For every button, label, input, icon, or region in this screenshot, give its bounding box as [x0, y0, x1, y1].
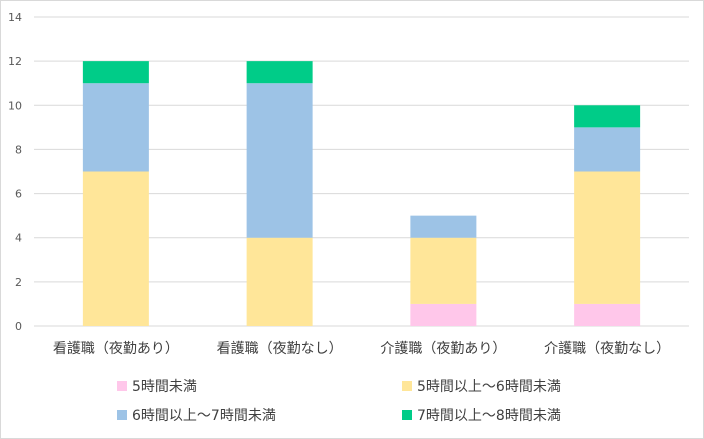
bar-0-series-2	[82, 83, 149, 172]
x-category-label-0: 看護職（夜勤あり）	[53, 341, 179, 357]
x-category-label-2: 介護職（夜勤あり）	[380, 341, 506, 357]
y-tick-label-2: 2	[15, 276, 22, 289]
legend-label-3: 7時間以上～8時間未満	[417, 408, 561, 424]
legend-swatch-3	[402, 410, 412, 420]
x-category-label-1: 看護職（夜勤なし）	[217, 341, 343, 357]
x-category-label-3: 介護職（夜勤なし）	[544, 341, 670, 357]
bar-3-series-3	[574, 105, 641, 128]
y-tick-label-0: 0	[15, 320, 22, 333]
bar-2-series-1	[410, 237, 477, 304]
bar-2-series-0	[410, 303, 477, 326]
y-tick-label-12: 12	[8, 55, 22, 68]
legend-label-0: 5時間未満	[132, 379, 197, 395]
bar-0-series-3	[82, 61, 149, 84]
y-tick-label-8: 8	[15, 143, 22, 156]
y-tick-label-10: 10	[8, 99, 22, 112]
y-tick-label-14: 14	[8, 11, 22, 24]
bar-3-series-2	[574, 127, 641, 172]
bar-3-series-1	[574, 171, 641, 304]
legend-label-1: 5時間以上～6時間未満	[417, 379, 561, 395]
legend-label-2: 6時間以上～7時間未満	[132, 408, 276, 424]
bar-3-series-0	[574, 303, 641, 326]
bar-2-series-2	[410, 215, 477, 238]
bar-1-series-1	[246, 237, 313, 326]
legend-swatch-0	[117, 381, 127, 391]
y-tick-label-4: 4	[15, 232, 22, 245]
bar-0-series-1	[82, 171, 149, 326]
bar-1-series-3	[246, 61, 313, 84]
legend-swatch-2	[117, 410, 127, 420]
bar-1-series-2	[246, 83, 313, 238]
legend-swatch-1	[402, 381, 412, 391]
y-tick-label-6: 6	[15, 188, 22, 201]
